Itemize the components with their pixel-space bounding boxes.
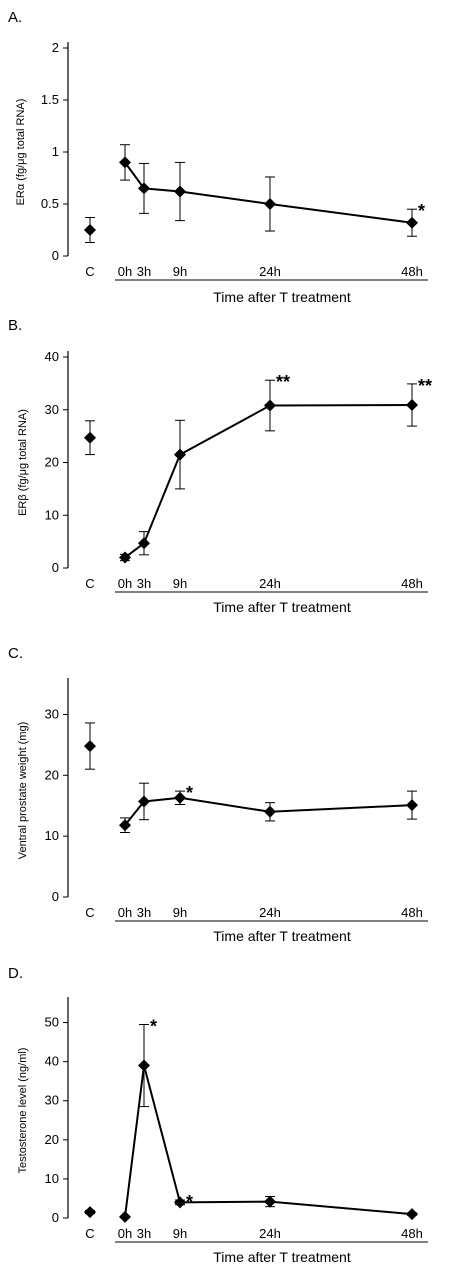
data-point: [264, 198, 276, 210]
data-point: [264, 1195, 276, 1208]
panel-label: D.: [8, 965, 23, 982]
significance-marker: **: [276, 372, 290, 392]
y-tick-label: 0.5: [41, 196, 59, 211]
panel-1: A. 0 0.5 1 1.5 2 ERα (fg/μg total RNA) C 0h 3h 9h 2…: [8, 9, 428, 305]
y-tick-label: 40: [45, 1054, 59, 1069]
x-tick-label: 48h: [401, 1226, 423, 1241]
x-tick-label: 24h: [259, 576, 281, 591]
x-tick-label: 9h: [173, 576, 187, 591]
x-tick-label: 0h: [118, 905, 132, 920]
x-tick-label: C: [85, 905, 94, 920]
y-tick-label: 30: [45, 1093, 59, 1108]
control-point: [84, 740, 96, 753]
panel-4: D. 0 10 20 30 40 50 Testosterone level (ng/ml) C…: [8, 965, 428, 1265]
x-axis-label: Time after T treatment: [213, 928, 351, 944]
data-point: [174, 448, 186, 461]
x-axis-label: Time after T treatment: [213, 599, 351, 615]
data-point: [174, 1196, 186, 1209]
data-point: [406, 1208, 418, 1221]
y-tick-label: 50: [45, 1015, 59, 1030]
x-tick-label: 24h: [259, 905, 281, 920]
y-tick-label: 0: [52, 1210, 59, 1225]
y-tick-label: 10: [45, 1171, 59, 1186]
x-axis-label: Time after T treatment: [213, 289, 351, 305]
y-tick-label: 0: [52, 248, 59, 263]
x-tick-label: 24h: [259, 264, 281, 279]
data-point: [138, 1059, 150, 1072]
x-tick-label: 48h: [401, 576, 423, 591]
y-tick-label: 0: [52, 889, 59, 904]
x-tick-label: 3h: [137, 264, 151, 279]
x-tick-label: 3h: [137, 576, 151, 591]
data-point: [119, 819, 131, 832]
y-tick-label: 20: [45, 455, 59, 470]
x-tick-label: 0h: [118, 264, 132, 279]
significance-marker: *: [186, 783, 193, 803]
x-tick-label: 3h: [137, 1226, 151, 1241]
y-axis-label: ERβ (fg/μg total RNA): [17, 409, 29, 516]
y-axis-label: ERα (fg/μg total RNA): [15, 99, 27, 206]
panel-2: B. 0 10 20 30 40 ERβ (fg/μg total RNA) C 0h 3h 9h 2…: [8, 317, 432, 615]
data-point: [406, 399, 418, 412]
x-tick-label: 3h: [137, 905, 151, 920]
x-tick-label: C: [85, 264, 94, 279]
data-point: [264, 399, 276, 412]
x-tick-label: 0h: [118, 1226, 132, 1241]
x-tick-label: 9h: [173, 905, 187, 920]
x-tick-label: C: [85, 1226, 94, 1241]
data-point: [174, 185, 186, 198]
data-point: [138, 795, 150, 808]
x-tick-label: 0h: [118, 576, 132, 591]
series-line: [124, 404, 413, 559]
x-axis-label: Time after T treatment: [213, 1249, 351, 1265]
y-tick-label: 2: [52, 40, 59, 55]
y-tick-label: 10: [45, 507, 59, 522]
data-point: [119, 1210, 131, 1223]
y-tick-label: 40: [45, 349, 59, 364]
y-tick-label: 10: [45, 828, 59, 843]
control-point: [84, 1206, 96, 1219]
y-tick-label: 30: [45, 402, 59, 417]
data-point: [119, 156, 131, 169]
control-point: [84, 224, 96, 236]
y-tick-label: 20: [45, 767, 59, 782]
y-tick-label: 30: [45, 706, 59, 721]
significance-marker: *: [418, 201, 425, 221]
x-tick-label: 9h: [173, 264, 187, 279]
significance-marker: *: [150, 1017, 157, 1037]
panel-label: B.: [8, 317, 22, 334]
y-tick-label: 0: [52, 560, 59, 575]
data-point: [119, 551, 131, 564]
x-tick-label: 24h: [259, 1226, 281, 1241]
x-tick-label: 48h: [401, 905, 423, 920]
series-line: [124, 161, 413, 224]
panel-label: A.: [8, 9, 22, 26]
control-point: [84, 431, 96, 444]
series-line: [124, 1065, 413, 1217]
data-point: [264, 805, 276, 818]
data-point: [406, 799, 418, 812]
x-tick-label: 9h: [173, 1226, 187, 1241]
data-point: [138, 182, 150, 195]
significance-marker: *: [186, 1192, 193, 1212]
panel-3: C. 0 10 20 30 Ventral prostate weight (mg) C 0h…: [8, 645, 428, 944]
x-tick-label: C: [85, 576, 94, 591]
panel-label: C.: [8, 645, 23, 662]
y-tick-label: 1.5: [41, 92, 59, 107]
y-tick-label: 1: [52, 144, 59, 159]
data-point: [138, 537, 150, 550]
significance-marker: **: [418, 376, 432, 396]
data-point: [406, 216, 418, 229]
y-axis-label: Ventral prostate weight (mg): [17, 722, 29, 860]
x-tick-label: 48h: [401, 264, 423, 279]
y-tick-label: 20: [45, 1132, 59, 1147]
y-axis-label: Testosterone level (ng/ml): [17, 1048, 29, 1174]
data-point: [174, 791, 186, 804]
